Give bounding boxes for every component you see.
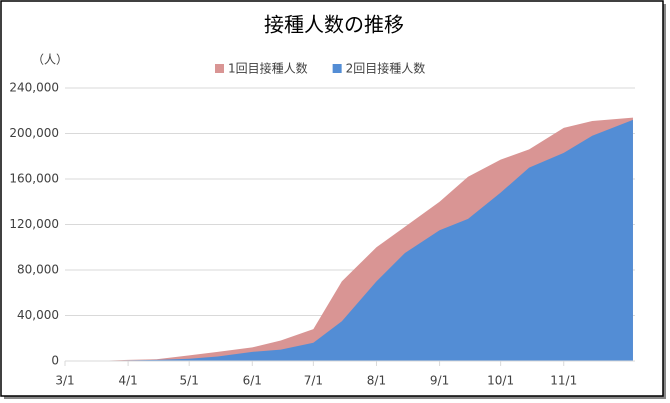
x-tick-label: 10/1 [487,374,514,388]
x-tick-label: 8/1 [367,374,386,388]
x-tick-label: 3/1 [55,374,74,388]
legend-swatch [332,64,342,73]
y-tick-label: 80,000 [17,263,59,277]
y-tick-label: 120,000 [9,217,59,231]
chart-title: 接種人数の推移 [264,13,404,37]
y-tick-label: 0 [51,354,59,368]
x-tick-label: 5/1 [180,374,199,388]
x-tick-label: 7/1 [304,374,323,388]
y-tick-label: 40,000 [17,308,59,322]
x-tick-label: 4/1 [118,374,137,388]
x-tick-label: 11/1 [550,374,577,388]
area [65,119,633,361]
y-axis-label: （人） [32,53,68,67]
y-tick-label: 200,000 [9,126,59,140]
legend-label: 2回目接種人数 [346,61,426,76]
x-tick-label: 6/1 [243,374,262,388]
legend-swatch [215,64,224,73]
x-tick-label: 9/1 [430,374,449,388]
legend-label: 1回目接種人数 [228,61,308,76]
y-tick-label: 160,000 [9,172,59,186]
y-tick-label: 240,000 [9,81,59,95]
